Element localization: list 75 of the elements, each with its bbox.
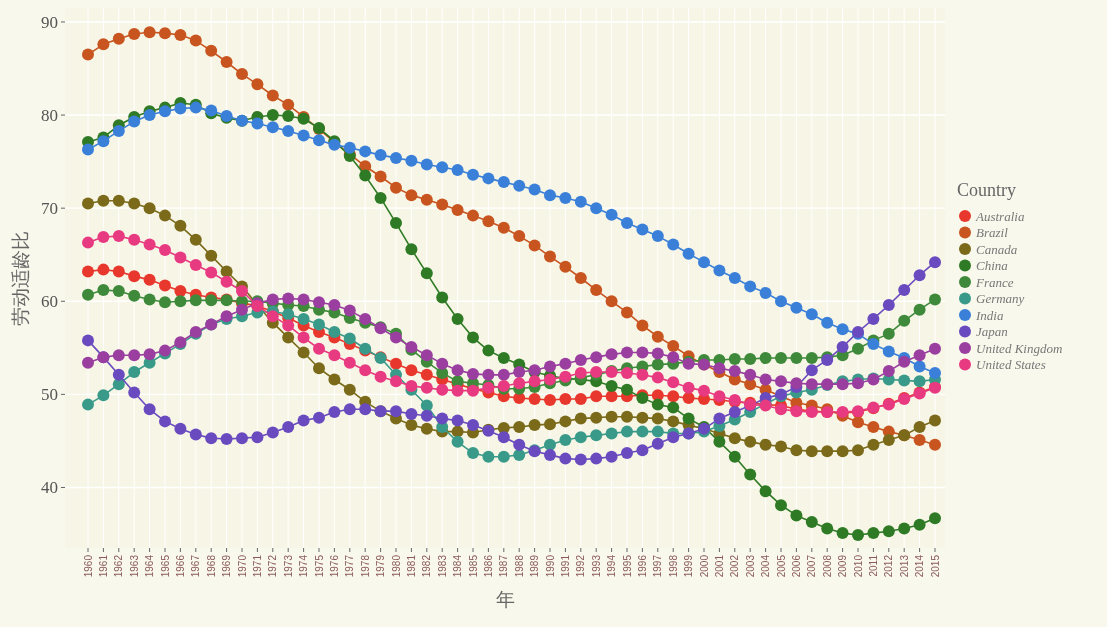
legend-label: France [975,274,1014,290]
x-tick-label: 2001 [713,554,725,578]
x-tick-label: 1997 [652,554,664,578]
legend-label: Japan [976,324,1008,340]
legend-label: United States [976,357,1046,373]
x-tick-label: 1972 [267,554,279,578]
x-tick-label: 1968 [205,554,217,578]
legend-label: Brazil [976,225,1009,241]
x-tick-label: 1991 [559,554,571,578]
x-tick-label: 2013 [898,554,910,578]
x-tick-label: 1985 [467,554,479,578]
x-tick-label: 1971 [251,554,263,578]
legend-label: Canada [976,241,1018,257]
x-tick-label: 1973 [282,554,294,578]
y-axis-title: 劳动适龄比 [10,230,31,326]
x-tick-label: 2006 [790,554,802,578]
x-tick-label: 1979 [375,554,387,578]
legend-label: India [975,307,1004,323]
x-tick-label: 1990 [544,554,556,578]
x-tick-label: 1974 [298,554,310,578]
x-tick-label: 1999 [683,554,695,578]
x-tick-label: 1992 [575,554,587,578]
x-tick-label: 2008 [821,554,833,578]
x-tick-label: 2007 [806,554,818,578]
x-tick-label: 1967 [190,554,202,578]
legend-label: Australia [975,208,1025,224]
x-tick-label: 1978 [359,554,371,578]
x-axis-title: 年 [495,589,515,610]
x-tick-label: 1995 [621,554,633,578]
x-tick-label: 1998 [667,554,679,578]
x-tick-label: 1986 [482,554,494,578]
x-tick-label: 1993 [590,554,602,578]
legend-label: China [976,258,1009,274]
x-tick-label: 1980 [390,554,402,578]
legend-label: Germany [976,291,1025,307]
x-tick-label: 2010 [852,554,864,578]
x-tick-label: 2015 [929,554,941,578]
x-tick-label: 1981 [405,554,417,578]
x-tick-label: 1962 [113,554,125,578]
x-tick-label: 1961 [97,554,109,578]
y-tick-label: 40 [41,478,58,498]
x-tick-label: 2012 [883,554,895,578]
x-tick-label: 2014 [914,554,926,578]
x-tick-label: 1996 [636,554,648,578]
x-tick-label: 2000 [698,554,710,578]
x-tick-label: 1960 [82,554,94,578]
x-tick-label: 1963 [128,554,140,578]
y-tick-label: 80 [41,106,58,126]
x-tick-label: 2005 [775,554,787,578]
x-tick-label: 2003 [744,554,756,578]
x-tick-label: 1982 [421,554,433,578]
x-tick-label: 1965 [159,554,171,578]
x-tick-label: 1983 [436,554,448,578]
x-tick-label: 1975 [313,554,325,578]
y-tick-label: 50 [41,385,58,405]
x-tick-label: 1984 [452,554,464,578]
x-tick-label: 1988 [513,554,525,578]
y-tick-label: 70 [41,199,58,219]
x-tick-label: 1994 [606,554,618,578]
y-tick-label: 60 [41,292,58,312]
x-tick-label: 1977 [344,554,356,578]
x-tick-label: 1976 [328,554,340,578]
x-tick-label: 2002 [729,554,741,578]
x-tick-label: 1969 [221,554,233,578]
legend-label: United Kingdom [976,340,1063,356]
x-tick-label: 1966 [174,554,186,578]
x-tick-label: 2009 [837,554,849,578]
x-tick-label: 2004 [760,554,772,578]
x-tick-label: 1989 [529,554,541,578]
legend-title: Country [957,180,1017,200]
x-tick-label: 1970 [236,554,248,578]
x-tick-label: 1964 [144,554,156,578]
x-tick-label: 1987 [498,554,510,578]
x-tick-label: 2011 [867,554,879,577]
y-tick-label: 90 [41,12,58,32]
